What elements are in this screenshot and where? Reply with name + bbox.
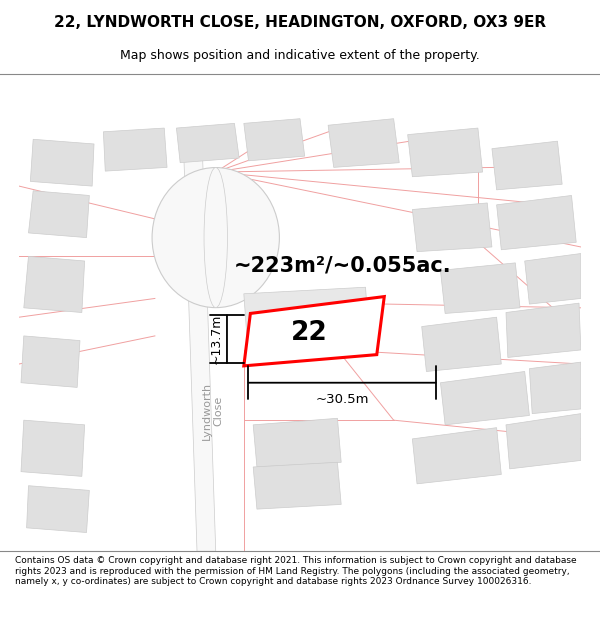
Ellipse shape bbox=[204, 168, 227, 308]
Text: Contains OS data © Crown copyright and database right 2021. This information is : Contains OS data © Crown copyright and d… bbox=[15, 556, 577, 586]
Text: Lyndworth
Close: Lyndworth Close bbox=[202, 382, 224, 440]
Polygon shape bbox=[24, 256, 85, 312]
Polygon shape bbox=[328, 119, 399, 168]
Polygon shape bbox=[529, 362, 581, 414]
Polygon shape bbox=[440, 371, 529, 425]
Polygon shape bbox=[244, 119, 305, 161]
Polygon shape bbox=[440, 263, 520, 313]
Polygon shape bbox=[497, 196, 576, 250]
Polygon shape bbox=[412, 203, 492, 252]
Polygon shape bbox=[253, 462, 341, 509]
Polygon shape bbox=[244, 297, 384, 366]
Polygon shape bbox=[26, 486, 89, 532]
Ellipse shape bbox=[152, 168, 280, 308]
Polygon shape bbox=[244, 288, 370, 359]
Polygon shape bbox=[183, 130, 216, 551]
Polygon shape bbox=[506, 303, 581, 358]
Text: Map shows position and indicative extent of the property.: Map shows position and indicative extent… bbox=[120, 49, 480, 62]
Text: ~30.5m: ~30.5m bbox=[316, 393, 369, 406]
Text: ~13.7m: ~13.7m bbox=[209, 314, 222, 364]
Polygon shape bbox=[525, 254, 581, 304]
Polygon shape bbox=[506, 414, 581, 469]
Polygon shape bbox=[176, 123, 239, 162]
Text: 22, LYNDWORTH CLOSE, HEADINGTON, OXFORD, OX3 9ER: 22, LYNDWORTH CLOSE, HEADINGTON, OXFORD,… bbox=[54, 14, 546, 29]
Polygon shape bbox=[31, 139, 94, 186]
Polygon shape bbox=[21, 336, 80, 388]
Polygon shape bbox=[422, 317, 501, 371]
Text: ~223m²/~0.055ac.: ~223m²/~0.055ac. bbox=[233, 256, 451, 276]
Text: 22: 22 bbox=[291, 319, 328, 346]
Polygon shape bbox=[492, 141, 562, 190]
Polygon shape bbox=[407, 128, 482, 177]
Polygon shape bbox=[103, 128, 167, 171]
Polygon shape bbox=[28, 191, 89, 238]
Polygon shape bbox=[253, 418, 341, 467]
Polygon shape bbox=[21, 420, 85, 476]
Polygon shape bbox=[412, 428, 501, 484]
